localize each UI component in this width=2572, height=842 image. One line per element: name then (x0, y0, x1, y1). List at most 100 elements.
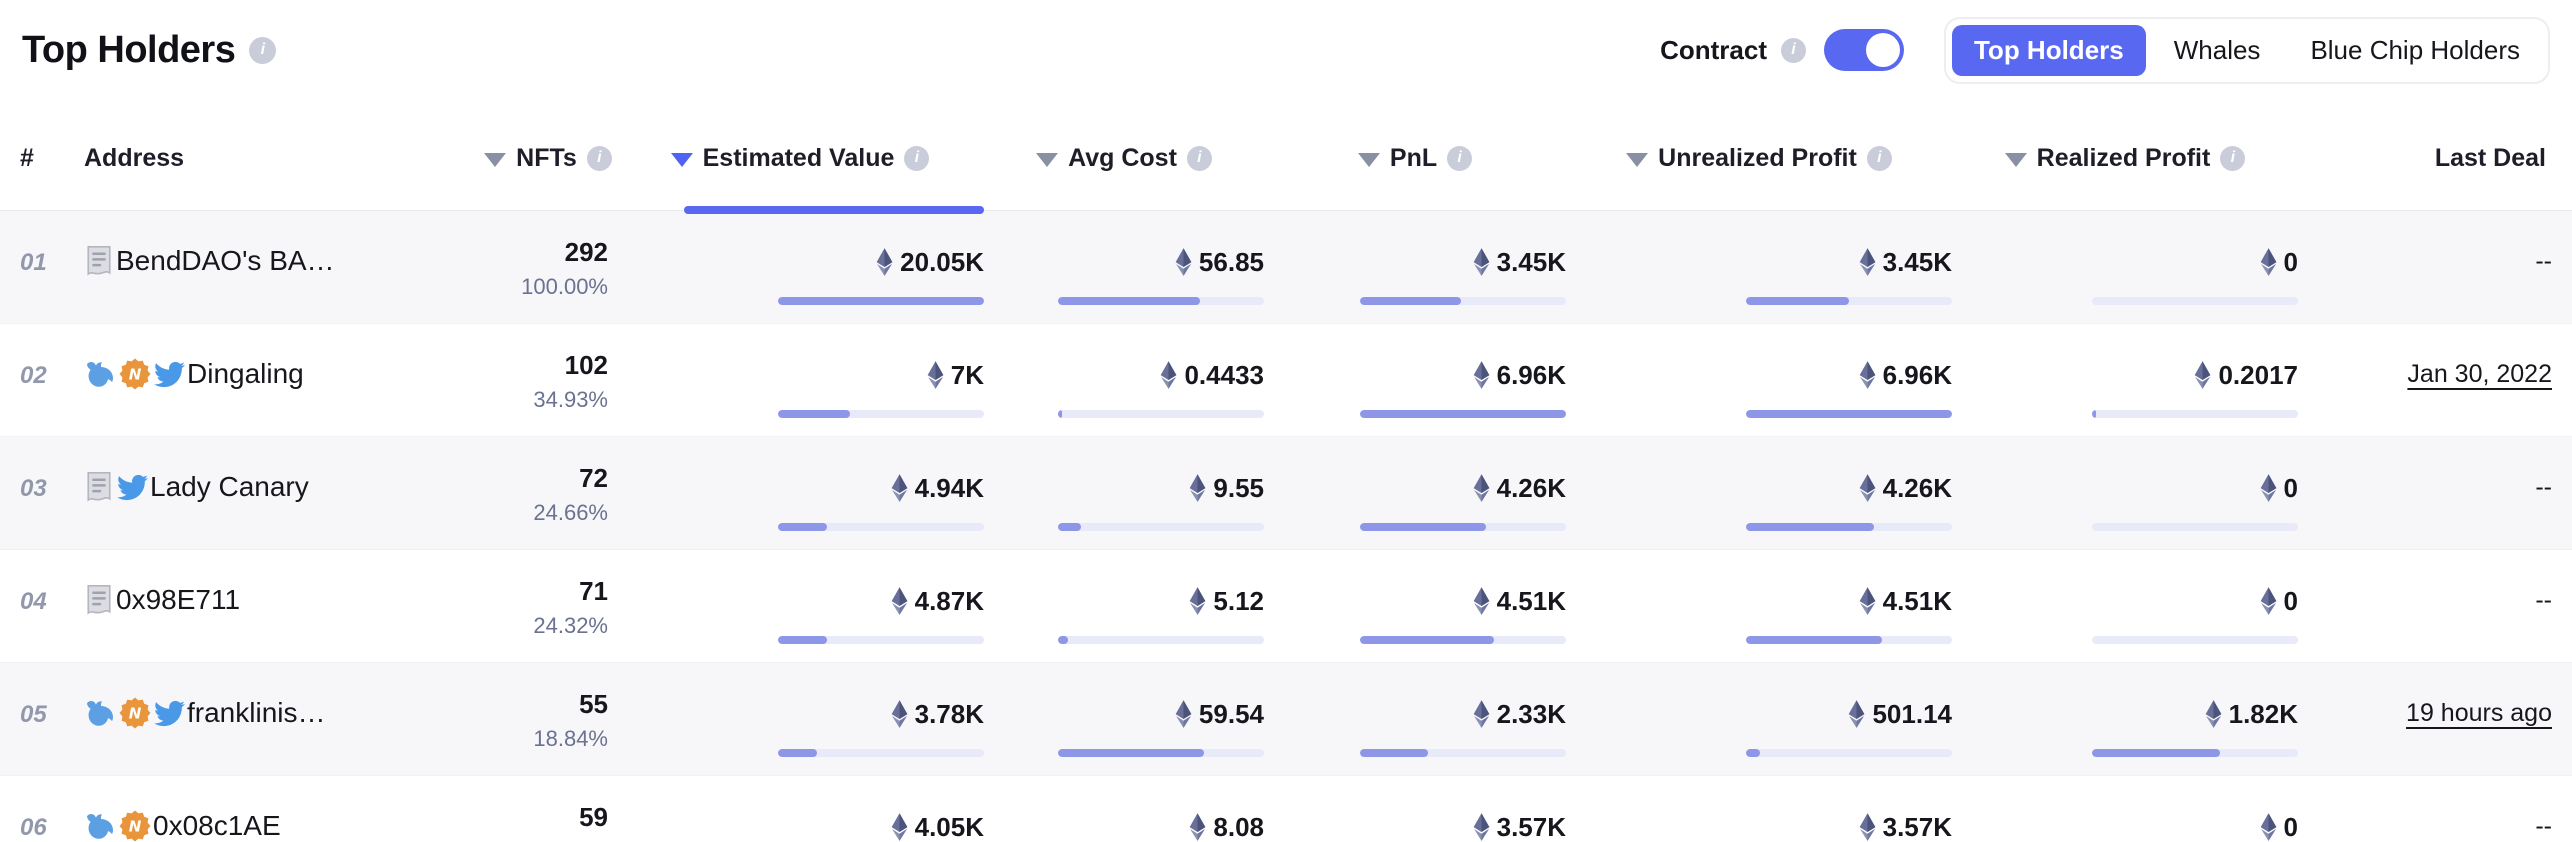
holder-name[interactable]: 0x08c1AE (153, 810, 281, 841)
pnl-bar-fill (1360, 636, 1494, 644)
info-icon[interactable]: i (2220, 145, 2246, 171)
eth-icon (1175, 700, 1192, 728)
info-icon[interactable]: i (904, 145, 930, 171)
column-label: Unrealized Profit (1658, 143, 1857, 172)
col-header-nfts[interactable]: NFTs i (480, 116, 616, 210)
estimated-value-value: 4.05K (778, 810, 984, 842)
holder-percent: 34.93% (533, 387, 608, 412)
realized-profit-bar (2092, 749, 2298, 757)
sort-arrow-icon[interactable] (670, 153, 693, 167)
unrealized-profit-value: 3.45K (1746, 245, 1952, 279)
table-row[interactable]: 02 N Dingaling 102 34.93% 7K 0.4433 6.96K … (0, 323, 2572, 436)
info-icon[interactable]: i (1866, 145, 1892, 171)
realized-profit-value: 1.82K (2092, 697, 2298, 731)
nft-badge-icon: N (119, 358, 151, 390)
address-cell: N 0x08c1AE (84, 776, 480, 842)
avg-cost-amount: 56.85 (1198, 246, 1264, 277)
address-icons (84, 580, 114, 620)
holder-name[interactable]: 0x98E711 (116, 584, 241, 615)
col-header-estimated-value[interactable]: Estimated Value i (616, 116, 984, 214)
table-row[interactable]: 04 0x98E711 71 24.32% 4.87K 5.12 4.51K 4.5… (0, 549, 2572, 662)
avg-cost-bar (1058, 636, 1264, 644)
unrealized-profit-value: 4.51K (1746, 584, 1952, 618)
sort-arrow-icon[interactable] (484, 153, 507, 167)
twitter-icon (117, 474, 148, 500)
eth-icon (2260, 587, 2276, 615)
avg-cost-amount: 59.54 (1198, 698, 1264, 729)
estimated-value-bar-fill (778, 297, 984, 305)
last-deal[interactable]: Jan 30, 2022 (2407, 360, 2552, 388)
unrealized-profit-value: 501.14 (1746, 697, 1952, 731)
eth-icon (891, 700, 907, 728)
col-header-last-deal: Last Deal (2298, 116, 2552, 210)
eth-icon (891, 813, 907, 841)
avg-cost-amount: 5.12 (1213, 585, 1264, 616)
realized-profit-cell: 0 (1952, 550, 2298, 662)
col-header-unrealized-profit[interactable]: Unrealized Profit i (1566, 116, 1952, 210)
tab-blue-chip-holders[interactable]: Blue Chip Holders (2288, 25, 2542, 76)
unrealized-profit-amount: 3.57K (1882, 811, 1952, 842)
estimated-value-value: 4.94K (778, 471, 984, 505)
holder-name[interactable]: BendDAO's BA… (116, 245, 335, 276)
table-row[interactable]: 06 N 0x08c1AE 59 4.05K 8.08 3.57K 3.57K 0… (0, 775, 2572, 842)
active-sort-underline (684, 206, 984, 214)
last-deal-cell: Jan 30, 2022 (2298, 324, 2552, 436)
estimated-value-amount: 4.87K (914, 585, 984, 616)
contract-toggle[interactable] (1823, 29, 1904, 71)
estimated-value-bar-fill (778, 636, 828, 644)
info-icon[interactable]: i (586, 145, 612, 171)
svg-text:N: N (129, 366, 142, 384)
rank: 01 (20, 249, 47, 276)
unrealized-profit-cell: 501.14 (1566, 663, 1952, 775)
sort-arrow-icon[interactable] (1036, 153, 1059, 167)
address-icons (84, 241, 114, 281)
table-row[interactable]: 05 N franklinis… 55 18.84% 3.78K 59.54 2.3… (0, 662, 2572, 775)
table-row[interactable]: 03 Lady Canary 72 24.66% 4.94K 9.55 4.26K … (0, 436, 2572, 549)
pnl-bar (1360, 523, 1566, 531)
realized-profit-cell: 1.82K (1952, 663, 2298, 775)
holder-name[interactable]: franklinis… (187, 697, 326, 728)
sort-arrow-icon[interactable] (1357, 153, 1380, 167)
col-header-realized-profit[interactable]: Realized Profit i (1952, 116, 2298, 210)
nfts-cell: 72 24.66% (480, 437, 616, 549)
estimated-value-bar (778, 749, 984, 757)
contract-info-icon[interactable]: i (1780, 37, 1806, 63)
column-label: Last Deal (2434, 143, 2546, 172)
avg-cost-bar (1058, 297, 1264, 305)
info-icon[interactable]: i (1186, 145, 1212, 171)
realized-profit-amount: 0 (2283, 585, 2298, 616)
avg-cost-bar-fill (1058, 523, 1081, 531)
eth-icon (1473, 248, 1489, 276)
last-deal[interactable]: 19 hours ago (2406, 699, 2552, 727)
realized-profit-bar (2092, 297, 2298, 305)
avg-cost-value: 59.54 (1058, 697, 1264, 731)
contract-icon (87, 472, 111, 502)
eth-icon (1473, 700, 1489, 728)
col-header-pnl[interactable]: PnL i (1264, 116, 1566, 210)
last-deal: -- (2535, 586, 2552, 614)
avg-cost-cell: 0.4433 (984, 324, 1264, 436)
last-deal-cell: 19 hours ago (2298, 663, 2552, 775)
holder-name[interactable]: Lady Canary (150, 471, 309, 502)
estimated-value-bar (778, 523, 984, 531)
unrealized-profit-bar-fill (1746, 410, 1952, 418)
col-header-avg-cost[interactable]: Avg Cost i (984, 116, 1264, 210)
unrealized-profit-bar (1746, 523, 1952, 531)
eth-icon (1473, 587, 1489, 615)
unrealized-profit-cell: 4.51K (1566, 550, 1952, 662)
avg-cost-cell: 56.85 (984, 211, 1264, 323)
title-info-icon[interactable]: i (249, 36, 277, 64)
sort-arrow-icon[interactable] (2004, 153, 2027, 167)
nfts-cell: 55 18.84% (480, 663, 616, 775)
estimated-value-amount: 4.05K (914, 811, 984, 842)
twitter-icon (154, 361, 185, 387)
unrealized-profit-bar-fill (1746, 636, 1882, 644)
holder-type-tabs: Top Holders Whales Blue Chip Holders (1943, 16, 2550, 84)
sort-arrow-icon[interactable] (1626, 153, 1649, 167)
tab-top-holders[interactable]: Top Holders (1951, 24, 2146, 76)
info-icon[interactable]: i (1447, 145, 1473, 171)
holder-name[interactable]: Dingaling (187, 358, 304, 389)
tab-whales[interactable]: Whales (2152, 25, 2283, 76)
table-row[interactable]: 01 BendDAO's BA… 292 100.00% 20.05K 56.85 … (0, 211, 2572, 323)
